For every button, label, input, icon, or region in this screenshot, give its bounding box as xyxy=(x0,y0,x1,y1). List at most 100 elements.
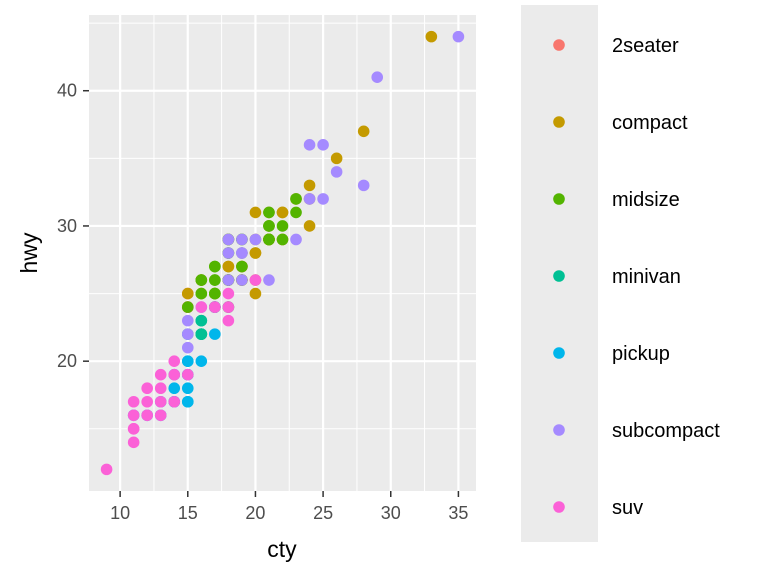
data-point-pickup xyxy=(181,395,194,408)
data-point-subcompact xyxy=(222,233,235,246)
y-tick-label: 30 xyxy=(57,216,77,236)
data-point-pickup xyxy=(195,355,208,367)
data-point-suv xyxy=(168,395,181,408)
data-point-midsize xyxy=(263,206,275,219)
data-point-suv xyxy=(249,274,262,286)
data-point-suv xyxy=(222,314,235,327)
data-point-midsize xyxy=(195,287,208,300)
data-point-suv xyxy=(141,382,153,395)
y-tick-label: 40 xyxy=(57,81,77,101)
data-point-suv xyxy=(141,409,153,422)
data-point-subcompact xyxy=(236,247,248,259)
legend-key-minivan xyxy=(553,270,565,282)
data-point-midsize xyxy=(195,274,208,286)
data-point-suv xyxy=(141,395,153,408)
data-point-midsize xyxy=(276,233,289,246)
data-point-subcompact xyxy=(263,274,275,286)
data-point-pickup xyxy=(181,355,194,367)
legend-label-minivan: minivan xyxy=(612,266,681,288)
legend-label-2seater: 2seater xyxy=(612,35,679,57)
data-point-compact xyxy=(357,125,370,138)
data-point-subcompact xyxy=(222,274,235,286)
data-point-compact xyxy=(181,287,194,300)
data-point-compact xyxy=(249,206,262,219)
data-point-subcompact xyxy=(222,247,235,259)
data-point-subcompact xyxy=(357,179,370,192)
data-point-subcompact xyxy=(303,139,316,151)
data-point-subcompact xyxy=(249,233,262,246)
legend-label-midsize: midsize xyxy=(612,189,680,211)
legend-key-compact xyxy=(553,116,565,128)
data-point-suv xyxy=(181,368,194,381)
data-point-subcompact xyxy=(236,274,248,286)
legend-label-subcompact: subcompact xyxy=(612,420,720,442)
data-point-compact xyxy=(249,247,262,259)
y-axis: 20 30 40 xyxy=(57,81,89,371)
legend-key-pickup xyxy=(553,347,565,359)
data-point-midsize xyxy=(276,220,289,232)
data-point-midsize xyxy=(209,274,221,286)
x-tick-label: 30 xyxy=(381,503,401,523)
data-point-minivan xyxy=(195,328,208,340)
data-point-suv xyxy=(195,301,208,313)
legend-label-suv: suv xyxy=(612,497,643,519)
data-point-suv xyxy=(154,368,167,381)
y-tick-label: 20 xyxy=(57,351,77,371)
data-point-subcompact xyxy=(181,328,194,340)
data-point-midsize xyxy=(263,220,275,232)
data-point-pickup xyxy=(168,382,181,395)
data-point-midsize xyxy=(290,193,302,205)
data-point-suv xyxy=(222,301,235,313)
legend-key-midsize xyxy=(553,193,565,205)
data-point-suv xyxy=(168,355,181,367)
data-point-subcompact xyxy=(236,233,248,246)
x-tick-label: 35 xyxy=(448,503,468,523)
x-axis-title: cty xyxy=(267,536,297,562)
data-point-suv xyxy=(222,287,235,300)
data-points xyxy=(100,30,465,476)
legend-label-pickup: pickup xyxy=(612,343,670,365)
data-point-suv xyxy=(209,301,221,313)
data-point-subcompact xyxy=(181,341,194,354)
data-point-compact xyxy=(249,287,262,300)
data-point-suv xyxy=(154,409,167,422)
data-point-suv xyxy=(154,395,167,408)
legend-key-subcompact xyxy=(553,424,565,436)
y-axis-title: hwy xyxy=(16,232,42,273)
data-point-midsize xyxy=(263,233,275,246)
legend: 2seater compact midsize minivan pickup subcom… xyxy=(521,5,720,542)
data-point-compact xyxy=(425,30,438,43)
grid-minor xyxy=(89,15,476,491)
data-point-subcompact xyxy=(317,193,329,205)
data-point-compact xyxy=(330,152,343,165)
x-tick-label: 25 xyxy=(313,503,333,523)
data-point-compact xyxy=(222,260,235,273)
data-point-subcompact xyxy=(330,166,343,178)
data-point-compact xyxy=(303,220,316,232)
x-axis: 10 15 20 25 30 35 xyxy=(110,491,468,523)
data-point-suv xyxy=(100,463,113,476)
data-point-subcompact xyxy=(452,30,465,43)
x-tick-label: 10 xyxy=(110,503,130,523)
x-tick-label: 20 xyxy=(245,503,265,523)
data-point-suv xyxy=(127,409,140,422)
x-tick-label: 15 xyxy=(178,503,198,523)
data-point-midsize xyxy=(290,206,302,219)
data-point-suv xyxy=(127,422,140,435)
data-point-pickup xyxy=(209,328,221,340)
data-point-subcompact xyxy=(317,139,329,151)
data-point-subcompact xyxy=(303,193,316,205)
data-point-suv xyxy=(168,368,181,381)
data-point-midsize xyxy=(209,287,221,300)
data-point-midsize xyxy=(181,301,194,313)
data-point-subcompact xyxy=(181,314,194,327)
data-point-midsize xyxy=(209,260,221,273)
data-point-pickup xyxy=(181,382,194,395)
legend-key-2seater xyxy=(553,39,565,51)
legend-label-compact: compact xyxy=(612,112,688,134)
grid-major xyxy=(89,15,476,491)
legend-key-suv xyxy=(553,501,565,513)
data-point-suv xyxy=(127,436,140,449)
data-point-midsize xyxy=(236,260,248,273)
